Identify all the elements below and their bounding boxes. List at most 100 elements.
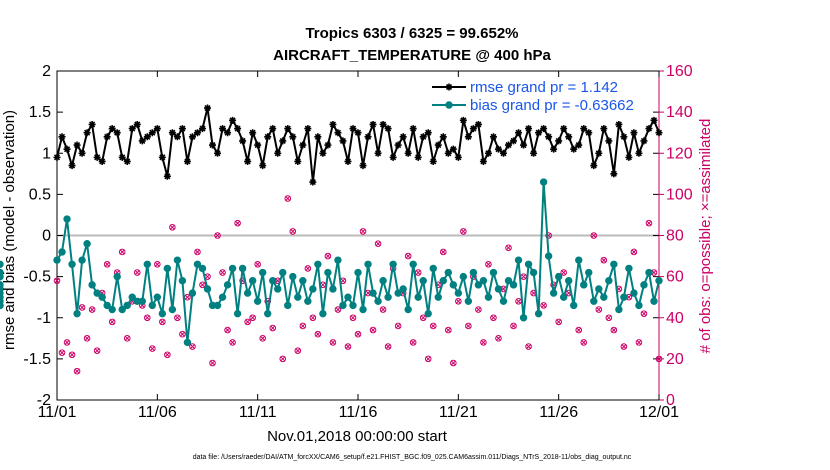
obs-assimilated-marker: [330, 339, 336, 346]
rmse-point: [655, 129, 663, 137]
bias-point: [123, 301, 131, 310]
obs-possible-marker: [445, 326, 452, 334]
rmse-point: [610, 170, 618, 178]
rmse-point: [274, 149, 282, 157]
obs-possible-marker: [510, 322, 517, 330]
obs-possible-marker: [495, 335, 502, 342]
bias-point: [454, 289, 463, 297]
obs-assimilated-marker: [425, 356, 431, 362]
rmse-point: [399, 133, 407, 141]
rmse-point: [429, 157, 437, 165]
bias-point: [534, 309, 543, 318]
obs-possible-marker: [374, 240, 382, 248]
bias-point: [645, 268, 653, 277]
obs-possible-marker: [93, 347, 101, 354]
obs-assimilated-marker: [290, 228, 296, 235]
bias-point: [625, 264, 633, 273]
rmse-point: [148, 129, 156, 137]
obs-possible-marker: [384, 343, 392, 350]
rmse-point: [484, 149, 492, 157]
obs-possible-marker: [490, 314, 497, 322]
rmse-point: [404, 149, 412, 157]
obs-possible-marker: [394, 322, 402, 330]
rmse-point: [645, 125, 653, 133]
obs-assimilated-marker: [410, 339, 416, 346]
rmse-point: [244, 157, 252, 165]
obs-possible-marker: [575, 326, 583, 334]
obs-assimilated-marker: [430, 323, 436, 329]
obs-assimilated-marker: [270, 325, 276, 331]
obs-assimilated-marker: [520, 273, 527, 280]
obs-possible-marker: [605, 314, 613, 322]
bias-point: [364, 260, 372, 268]
bias-point: [334, 256, 342, 264]
bias-point: [319, 309, 327, 318]
rmse-point: [414, 153, 422, 161]
obs-possible-marker: [424, 355, 432, 363]
obs-possible-marker: [314, 330, 322, 338]
obs-possible-marker: [229, 339, 236, 346]
rmse-point: [520, 141, 528, 149]
obs-assimilated-marker: [234, 220, 241, 226]
obs-assimilated-marker: [405, 253, 411, 259]
bias-point: [243, 289, 252, 297]
obs-possible-marker: [149, 345, 156, 352]
rmse-point: [103, 133, 111, 141]
bias-point: [429, 264, 437, 273]
obs-assimilated-marker: [540, 302, 547, 309]
bias-point: [213, 301, 222, 310]
rmse-point: [123, 157, 131, 165]
legend-rmse-label: rmse grand pr = 1.142: [470, 79, 618, 96]
bias-point: [620, 293, 628, 301]
obs-assimilated-marker: [59, 350, 65, 356]
bias-point: [464, 297, 473, 305]
obs-assimilated-marker: [119, 249, 125, 255]
rmse-point: [409, 125, 417, 133]
rmse-point: [229, 116, 237, 124]
obs-assimilated-marker: [556, 319, 562, 325]
obs-assimilated-marker: [194, 249, 201, 255]
obs-possible-marker: [645, 219, 653, 227]
y-left-tick-label: 1: [42, 145, 51, 162]
y-right-tick-label: 60: [666, 269, 684, 286]
bias-point: [0, 289, 4, 297]
rmse-point: [314, 133, 322, 141]
obs-assimilated-marker: [355, 331, 361, 337]
footer-file-path: data file: /Users/raeder/DAI/ATM_forcXX/…: [193, 454, 632, 461]
bias-point: [83, 240, 91, 248]
rmse-point: [63, 145, 71, 153]
bias-point: [494, 285, 503, 293]
obs-assimilated-marker: [515, 298, 522, 304]
rmse-point: [294, 157, 302, 165]
rmse-point: [585, 129, 593, 137]
bias-point: [519, 314, 528, 322]
rmse-point: [128, 125, 136, 133]
obs-assimilated-marker: [480, 339, 487, 346]
y-left-tick-label: 1.5: [29, 104, 51, 121]
bias-point: [58, 248, 66, 256]
bias-point: [434, 293, 442, 301]
obs-possible-marker: [224, 326, 231, 334]
bias-point: [640, 281, 648, 289]
bias-point: [178, 277, 187, 285]
rmse-point: [620, 133, 628, 141]
obs-assimilated-marker: [69, 352, 75, 358]
bias-point: [103, 301, 111, 310]
y-right-tick-label: 120: [666, 145, 693, 162]
bias-point: [248, 277, 257, 285]
rmse-point: [580, 125, 588, 133]
bias-point: [600, 293, 608, 301]
obs-possible-marker: [590, 232, 598, 239]
rmse-point: [93, 153, 101, 161]
bias-point: [304, 297, 312, 305]
obs-assimilated-marker: [94, 347, 100, 354]
rmse-point: [479, 157, 487, 165]
rmse-point: [510, 137, 518, 145]
x-tick-label: 11/21: [439, 404, 478, 421]
rmse-point: [183, 157, 191, 165]
obs-possible-marker: [234, 219, 241, 227]
obs-assimilated-marker: [249, 315, 256, 321]
y-left-tick-label: -2: [37, 392, 51, 409]
obs-possible-marker: [58, 349, 66, 357]
obs-assimilated-marker: [164, 352, 171, 358]
